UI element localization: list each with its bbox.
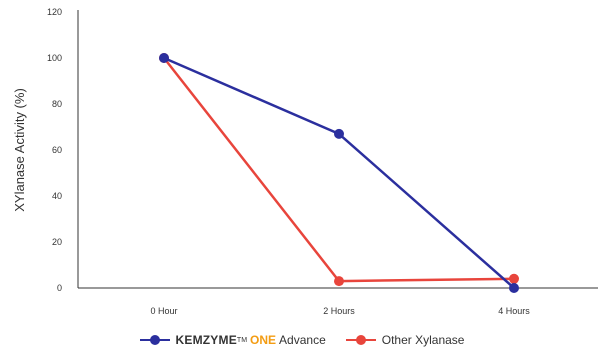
legend-item-other: Other Xylanase [345, 333, 465, 347]
y-axis-title: XYlanase Activity (%) [12, 88, 27, 212]
legend-label-other: Other Xylanase [381, 333, 465, 347]
y-tick-label: 100 [47, 53, 62, 63]
data-point-s0-1 [334, 128, 344, 139]
chart: 0 20 40 60 80 100 120 XYlanase Activity (%) 0 Ho… [12, 7, 598, 316]
legend-swatch-kemzyme [139, 335, 170, 345]
legend-dot-kemzyme [149, 335, 160, 345]
data-point-s1-1 [334, 276, 344, 287]
legend-swatch-other [345, 335, 376, 345]
data-point-s0-0 [159, 53, 169, 63]
legend-rest: Advance [279, 333, 326, 347]
y-tick-label: 60 [52, 145, 62, 155]
x-tick-label: 2 Hours [323, 306, 355, 316]
axes: 0 20 40 60 80 100 120 XYlanase Activity (%) 0 Ho… [12, 7, 598, 316]
series-line-0 [163, 56, 515, 289]
legend-trademark: TM [236, 336, 248, 344]
y-tick-label: 0 [57, 283, 62, 293]
x-tick-label: 0 Hour [150, 306, 177, 316]
legend: KEMZYME TM ONE Advance Other Xylanase [0, 333, 604, 347]
x-tick-label: 4 Hours [498, 306, 530, 316]
legend-accent: ONE [250, 333, 277, 347]
legend-item-kemzyme: KEMZYME TM ONE Advance [139, 333, 326, 347]
data-point-s1-2 [509, 273, 519, 284]
y-tick-label: 120 [47, 7, 62, 17]
y-tick-label: 80 [52, 99, 62, 109]
y-tick-label: 40 [52, 191, 62, 201]
series-line-1 [163, 57, 515, 283]
y-tick-label: 20 [52, 237, 62, 247]
data-point-s0-2 [509, 283, 519, 293]
chart-marks [159, 53, 519, 293]
legend-dot-other [355, 335, 366, 345]
legend-brand: KEMZYME [175, 333, 237, 347]
